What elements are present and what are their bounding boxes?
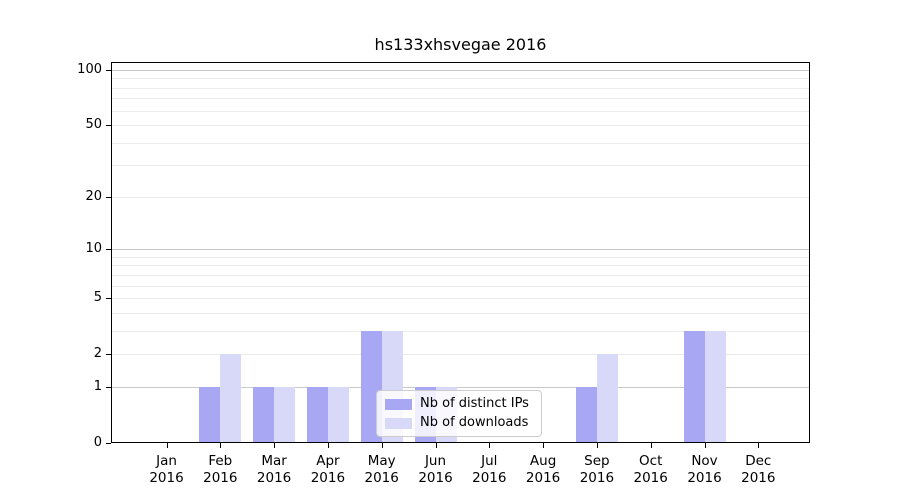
gridline-4 xyxy=(112,312,809,314)
legend-label-downloads: Nb of downloads xyxy=(420,415,529,430)
y-tick-mark-100 xyxy=(106,70,111,71)
bar-downloads-apr xyxy=(327,386,349,442)
x-tick-label-may: May 2016 xyxy=(364,453,399,486)
gridline-10 xyxy=(112,249,809,251)
x-tick-label-jun: Jun 2016 xyxy=(418,453,453,486)
y-tick-mark-1 xyxy=(106,386,111,388)
gridline-50 xyxy=(112,125,809,127)
gridline-6 xyxy=(112,285,809,287)
x-tick-label-mar: Mar 2016 xyxy=(256,453,292,486)
x-tick-label-aug: Aug 2016 xyxy=(525,453,561,486)
y-tick-mark-10 xyxy=(106,249,111,251)
x-tick-label-feb: Feb 2016 xyxy=(203,453,238,486)
plot-area xyxy=(111,62,810,443)
legend-label-distinct-ips: Nb of distinct IPs xyxy=(420,396,529,411)
gridline-7 xyxy=(112,274,809,276)
bar-distinct-ips-sep xyxy=(575,386,597,442)
y-tick-label-10: 10 xyxy=(85,241,102,257)
y-tick-label-100: 100 xyxy=(77,62,102,77)
x-tick-label-nov: Nov 2016 xyxy=(687,453,722,486)
x-tick-mark-aug xyxy=(543,443,545,448)
bar-distinct-ips-nov xyxy=(683,330,705,442)
y-tick-mark-50 xyxy=(106,125,111,127)
y-tick-mark-5 xyxy=(106,298,111,300)
bar-distinct-ips-apr xyxy=(306,386,328,442)
gridline-9 xyxy=(112,256,809,258)
legend-row-distinct-ips: Nb of distinct IPs xyxy=(385,397,541,411)
gridline-40 xyxy=(112,142,809,144)
y-tick-label-5: 5 xyxy=(93,290,102,306)
gridline-8 xyxy=(112,265,809,267)
gridline-1 xyxy=(112,386,809,388)
bar-distinct-ips-mar xyxy=(253,386,275,442)
gridline-30 xyxy=(112,165,809,167)
x-tick-mark-nov xyxy=(704,443,706,448)
legend: Nb of distinct IPs Nb of downloads xyxy=(376,390,542,437)
gridline-90 xyxy=(112,78,809,80)
x-tick-mark-mar xyxy=(274,443,276,448)
x-tick-mark-apr xyxy=(327,443,329,448)
gridline-2 xyxy=(112,354,809,356)
bar-downloads-mar xyxy=(274,386,296,442)
legend-swatch-downloads xyxy=(385,417,412,429)
y-tick-mark-0 xyxy=(106,443,111,444)
y-tick-mark-2 xyxy=(106,354,111,356)
gridline-60 xyxy=(112,110,809,112)
x-tick-mark-oct xyxy=(650,443,652,448)
x-tick-mark-dec xyxy=(758,443,760,448)
legend-swatch-distinct-ips xyxy=(385,398,412,410)
y-tick-label-50: 50 xyxy=(85,117,102,133)
y-tick-label-2: 2 xyxy=(93,346,102,362)
gridline-100 xyxy=(112,70,809,71)
x-tick-label-sep: Sep 2016 xyxy=(579,453,615,486)
x-tick-label-oct: Oct 2016 xyxy=(633,453,668,486)
legend-row-downloads: Nb of downloads xyxy=(385,416,541,430)
x-tick-mark-may xyxy=(381,443,383,448)
x-tick-mark-sep xyxy=(596,443,598,448)
bar-downloads-feb xyxy=(220,354,242,442)
x-tick-mark-feb xyxy=(220,443,222,448)
gridline-20 xyxy=(112,196,809,198)
gridline-3 xyxy=(112,330,809,332)
x-tick-label-jul: Jul 2016 xyxy=(472,453,507,486)
bar-downloads-sep xyxy=(596,354,618,442)
x-tick-mark-jun xyxy=(435,443,437,448)
x-tick-label-dec: Dec 2016 xyxy=(741,453,776,486)
bar-distinct-ips-feb xyxy=(199,386,221,442)
chart-title: hs133xhsvegae 2016 xyxy=(374,35,547,54)
y-tick-label-20: 20 xyxy=(85,188,102,204)
x-tick-label-apr: Apr 2016 xyxy=(310,453,346,486)
gridline-80 xyxy=(112,87,809,89)
y-tick-label-0: 0 xyxy=(93,435,102,450)
x-tick-mark-jan xyxy=(166,443,168,448)
x-tick-mark-jul xyxy=(489,443,491,448)
gridline-70 xyxy=(112,98,809,100)
y-tick-mark-20 xyxy=(106,196,111,198)
bar-downloads-nov xyxy=(704,330,726,442)
y-tick-label-1: 1 xyxy=(93,378,102,394)
x-tick-label-jan: Jan 2016 xyxy=(149,453,184,486)
gridline-5 xyxy=(112,298,809,300)
